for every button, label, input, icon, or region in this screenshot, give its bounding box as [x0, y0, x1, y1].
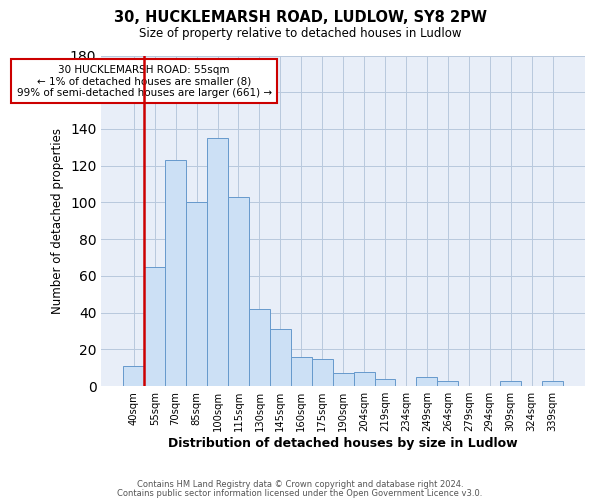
Bar — [312, 358, 332, 386]
Bar — [207, 138, 228, 386]
Bar — [144, 267, 165, 386]
Bar — [186, 202, 207, 386]
Bar — [416, 377, 437, 386]
Bar — [270, 330, 291, 386]
Text: Contains public sector information licensed under the Open Government Licence v3: Contains public sector information licen… — [118, 488, 482, 498]
Bar — [437, 380, 458, 386]
Bar — [542, 380, 563, 386]
Text: Size of property relative to detached houses in Ludlow: Size of property relative to detached ho… — [139, 28, 461, 40]
Bar — [249, 309, 270, 386]
Bar — [332, 374, 353, 386]
Text: 30 HUCKLEMARSH ROAD: 55sqm
← 1% of detached houses are smaller (8)
99% of semi-d: 30 HUCKLEMARSH ROAD: 55sqm ← 1% of detac… — [17, 64, 272, 98]
Text: 30, HUCKLEMARSH ROAD, LUDLOW, SY8 2PW: 30, HUCKLEMARSH ROAD, LUDLOW, SY8 2PW — [113, 10, 487, 25]
Bar — [228, 197, 249, 386]
Bar — [291, 357, 312, 386]
Bar — [500, 380, 521, 386]
X-axis label: Distribution of detached houses by size in Ludlow: Distribution of detached houses by size … — [169, 437, 518, 450]
Y-axis label: Number of detached properties: Number of detached properties — [52, 128, 64, 314]
Bar — [123, 366, 144, 386]
Bar — [353, 372, 374, 386]
Bar — [165, 160, 186, 386]
Bar — [374, 379, 395, 386]
Text: Contains HM Land Registry data © Crown copyright and database right 2024.: Contains HM Land Registry data © Crown c… — [137, 480, 463, 489]
